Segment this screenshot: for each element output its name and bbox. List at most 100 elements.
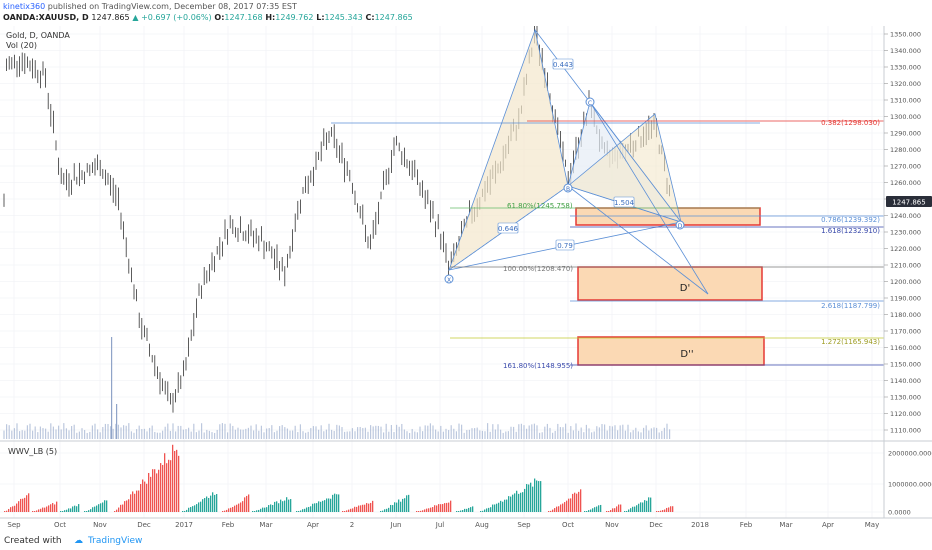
volume-bar bbox=[107, 424, 109, 439]
wwv-bar bbox=[90, 509, 92, 512]
volume-bar bbox=[372, 426, 374, 439]
volume-bar bbox=[380, 426, 382, 439]
wwv-bar bbox=[560, 504, 562, 512]
time-axis[interactable]: Sep Oct Nov Dec 2017 Feb Mar Apr 2 Jun Jul Aug Sep Oc… bbox=[7, 521, 879, 529]
wwv-bar bbox=[288, 499, 290, 512]
wwv-bar bbox=[94, 506, 96, 512]
wwv-bar bbox=[202, 499, 204, 512]
volume-bar bbox=[622, 424, 624, 439]
volume-legend[interactable]: Vol (20) bbox=[6, 41, 37, 50]
wwv-bar bbox=[328, 498, 330, 512]
wwv-bar bbox=[122, 504, 124, 512]
volume-bar bbox=[169, 430, 171, 439]
wwv-bar bbox=[278, 503, 280, 512]
volume-bar bbox=[123, 425, 125, 439]
volume-bar bbox=[645, 425, 647, 439]
wwv-bar bbox=[532, 486, 534, 512]
volume-bar bbox=[349, 431, 351, 439]
price-axis[interactable]: 1350.000 1340.000 1330.000 1320.000 1310.000… bbox=[884, 31, 921, 435]
wwv-bar bbox=[408, 494, 410, 512]
volume-bar bbox=[50, 423, 52, 439]
wwv-bar bbox=[404, 498, 406, 512]
wwv-bar bbox=[168, 459, 170, 512]
wwv-bar bbox=[388, 507, 390, 512]
tradingview-brand[interactable]: TradingView bbox=[88, 536, 143, 546]
price-tick-label: 1130.000 bbox=[890, 394, 921, 402]
point-d-label: D bbox=[678, 223, 683, 230]
wwv-bar bbox=[436, 505, 438, 512]
volume-bar bbox=[453, 428, 455, 439]
wwv-bar bbox=[28, 493, 30, 512]
wwv-bar bbox=[508, 496, 510, 512]
indicator-axis[interactable]: 2000000.0000 1000000.0000 0.0000 bbox=[888, 450, 932, 517]
author-link[interactable]: kinetix360 bbox=[3, 2, 46, 11]
volume-bar bbox=[159, 432, 161, 439]
volume-bar bbox=[567, 432, 569, 439]
pattern-projection-line[interactable] bbox=[567, 185, 709, 295]
volume-bar bbox=[442, 431, 444, 439]
volume-bar bbox=[448, 430, 450, 439]
target-box-d-prime[interactable] bbox=[577, 266, 763, 301]
price-pane[interactable] bbox=[0, 26, 884, 440]
point-b-marker[interactable]: B bbox=[563, 183, 573, 193]
wwv-bar bbox=[488, 507, 490, 512]
wwv-bar bbox=[438, 504, 440, 512]
volume-bar bbox=[531, 424, 533, 439]
volume-bar bbox=[432, 425, 434, 439]
wwv-bar bbox=[178, 455, 180, 512]
indicator-legend[interactable]: WWV_LB (5) bbox=[8, 447, 57, 456]
last-price: 1247.865 bbox=[91, 13, 130, 22]
point-c-marker[interactable]: C bbox=[585, 97, 595, 107]
volume-bar bbox=[596, 426, 598, 439]
wwv-bar bbox=[430, 507, 432, 512]
pattern-projection-line-2[interactable] bbox=[589, 101, 709, 295]
volume-bar bbox=[34, 426, 36, 439]
indicator-tick-label: 0.0000 bbox=[888, 509, 911, 517]
volume-bar bbox=[338, 425, 340, 439]
volume-bar bbox=[481, 430, 483, 439]
point-d-marker[interactable]: D bbox=[675, 220, 685, 230]
volume-bar bbox=[440, 425, 442, 439]
wwv-bar bbox=[346, 510, 348, 512]
time-tick-label: Oct bbox=[562, 521, 574, 529]
volume-bar bbox=[286, 428, 288, 439]
wwv-bar bbox=[264, 507, 266, 512]
chart-canvas[interactable]: 0.382(1298.030) 61.80%(1245.758) 0.786(1… bbox=[0, 26, 932, 534]
high-label: H: bbox=[265, 13, 276, 22]
wwv-bar bbox=[326, 498, 328, 512]
symbol-name[interactable]: OANDA:XAUUSD, D bbox=[3, 13, 89, 22]
wwv-bar bbox=[128, 499, 130, 512]
volume-bar bbox=[435, 429, 437, 439]
wwv-bar bbox=[432, 507, 434, 512]
volume-bar bbox=[227, 432, 229, 439]
wwv-bar bbox=[584, 511, 586, 512]
volume-bar bbox=[211, 432, 213, 439]
volume-bar bbox=[289, 430, 291, 439]
target-box-d-double-prime[interactable] bbox=[577, 336, 765, 366]
wwv-bar bbox=[156, 473, 158, 512]
volume-bar bbox=[13, 428, 15, 439]
wwv-bar bbox=[4, 511, 6, 512]
wwv-bar bbox=[638, 503, 640, 512]
volume-bar bbox=[24, 430, 26, 439]
wwv-bar bbox=[152, 469, 154, 512]
chart-legend-title[interactable]: Gold, D, OANDA bbox=[6, 31, 70, 40]
volume-bar bbox=[188, 427, 190, 439]
volume-bar bbox=[130, 431, 132, 439]
wwv-bar bbox=[352, 508, 354, 512]
volume-bar bbox=[162, 430, 164, 439]
wwv-bar bbox=[104, 500, 106, 512]
volume-bar bbox=[383, 432, 385, 439]
tradingview-logo-icon[interactable]: ☁ bbox=[74, 536, 83, 546]
wwv-bar bbox=[200, 501, 202, 512]
wwv-bar bbox=[648, 497, 650, 512]
point-x-marker[interactable]: X bbox=[444, 274, 454, 284]
wwv-bar bbox=[392, 505, 394, 512]
wwv-bar bbox=[666, 507, 668, 512]
volume-bar bbox=[377, 425, 379, 439]
volume-bar bbox=[362, 427, 364, 439]
volume-bar bbox=[518, 424, 520, 439]
volume-bar bbox=[536, 425, 538, 439]
wwv-bar bbox=[172, 444, 174, 512]
wwv-bar bbox=[610, 510, 612, 512]
